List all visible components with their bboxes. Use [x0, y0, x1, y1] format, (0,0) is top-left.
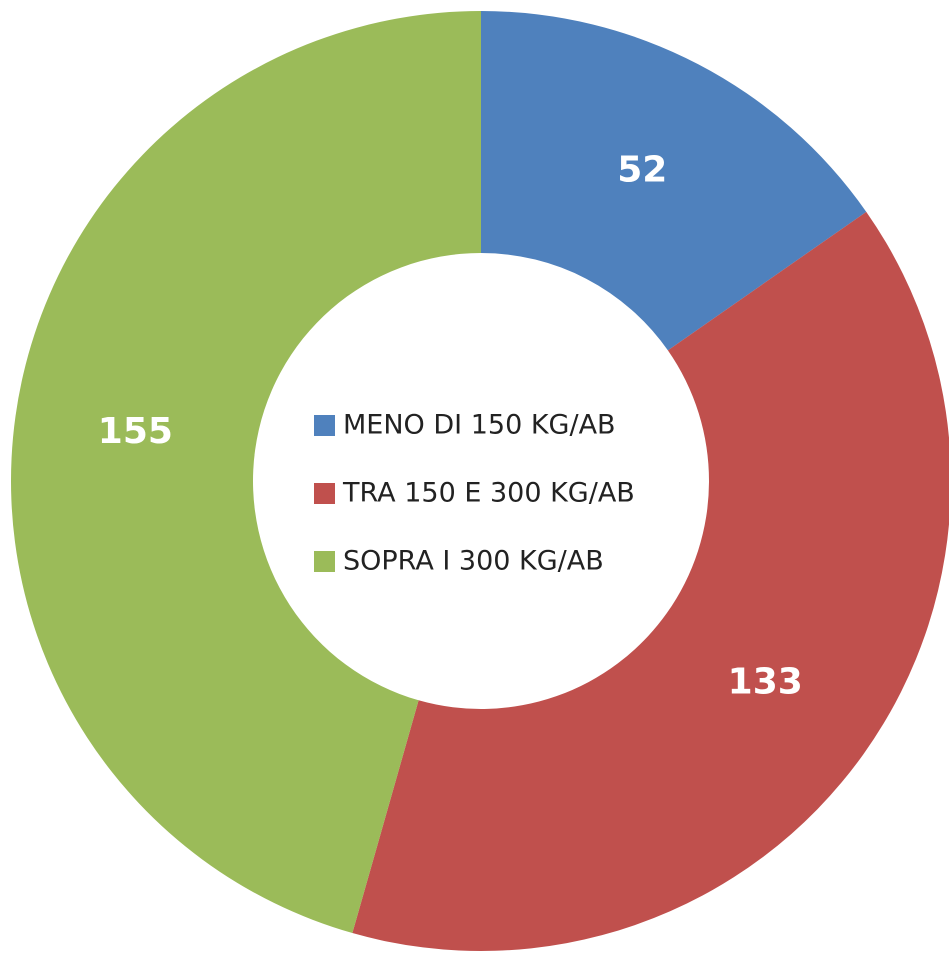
data-label: 52	[617, 150, 667, 191]
legend-label: MENO DI 150 KG/AB	[343, 410, 616, 441]
legend-swatch	[314, 415, 335, 436]
donut-slice	[11, 11, 482, 934]
data-label: 155	[98, 411, 173, 452]
donut-slice	[481, 11, 867, 351]
data-label: 133	[728, 662, 803, 703]
legend-label: SOPRA I 300 KG/AB	[343, 546, 604, 577]
legend-swatch	[314, 483, 335, 504]
legend-swatch	[314, 551, 335, 572]
donut-slice	[352, 211, 949, 951]
legend-label: TRA 150 E 300 KG/AB	[342, 478, 635, 509]
